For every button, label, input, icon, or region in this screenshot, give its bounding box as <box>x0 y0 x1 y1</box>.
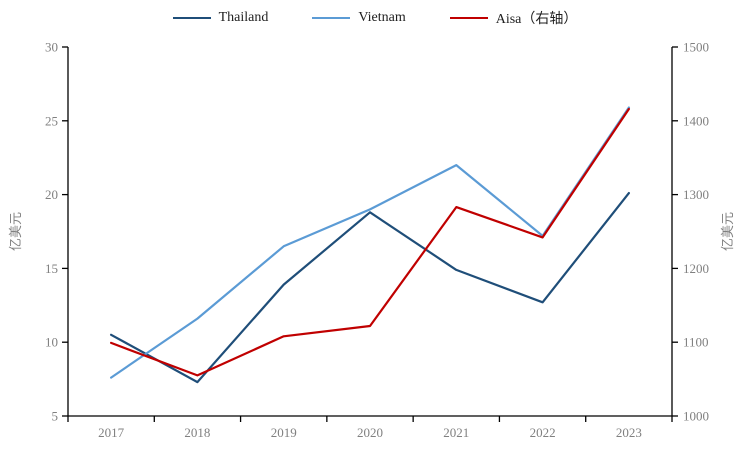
right-axis-tick-label: 1500 <box>683 40 709 55</box>
x-axis-tick-label: 2017 <box>98 425 125 440</box>
series-line-thailand <box>109 192 631 384</box>
x-axis-tick-label: 2021 <box>443 425 469 440</box>
left-axis-tick-label: 25 <box>45 113 58 128</box>
legend-item-vietnam: Vietnam <box>312 10 406 26</box>
legend-line-swatch-vietnam <box>312 16 351 20</box>
series-line-aisa <box>109 107 631 377</box>
left-axis-title: 亿美元 <box>8 212 23 251</box>
x-axis-tick-label: 2020 <box>357 425 383 440</box>
x-axis-tick-label: 2018 <box>184 425 210 440</box>
x-axis-tick-label: 2022 <box>530 425 556 440</box>
legend-line-swatch-aisa <box>449 16 488 20</box>
right-axis-tick-label: 1000 <box>683 409 709 424</box>
left-axis-tick-label: 30 <box>45 40 58 55</box>
left-axis-tick-label: 5 <box>52 409 59 424</box>
right-axis-tick-label: 1300 <box>683 187 709 202</box>
left-axis-tick-label: 15 <box>45 261 58 276</box>
right-axis-title: 亿美元 <box>720 212 735 251</box>
x-axis-tick-label: 2023 <box>616 425 642 440</box>
legend-label-vietnam: Vietnam <box>358 10 406 25</box>
chart-legend: Thailand Vietnam Aisa（右轴） <box>0 8 750 28</box>
legend-label-aisa: Aisa（右轴） <box>495 12 578 27</box>
left-axis-tick-label: 10 <box>45 335 58 350</box>
legend-label-thailand: Thailand <box>218 10 269 25</box>
series-line-vietnam <box>109 106 631 379</box>
legend-line-swatch-thailand <box>172 16 211 20</box>
legend-item-thailand: Thailand <box>172 10 269 26</box>
right-axis-tick-label: 1100 <box>683 335 709 350</box>
legend-item-aisa: Aisa（右轴） <box>449 8 578 28</box>
right-axis-tick-label: 1400 <box>683 113 709 128</box>
left-axis-tick-label: 20 <box>45 187 58 202</box>
x-axis-tick-label: 2019 <box>271 425 297 440</box>
right-axis-tick-label: 1200 <box>683 261 709 276</box>
